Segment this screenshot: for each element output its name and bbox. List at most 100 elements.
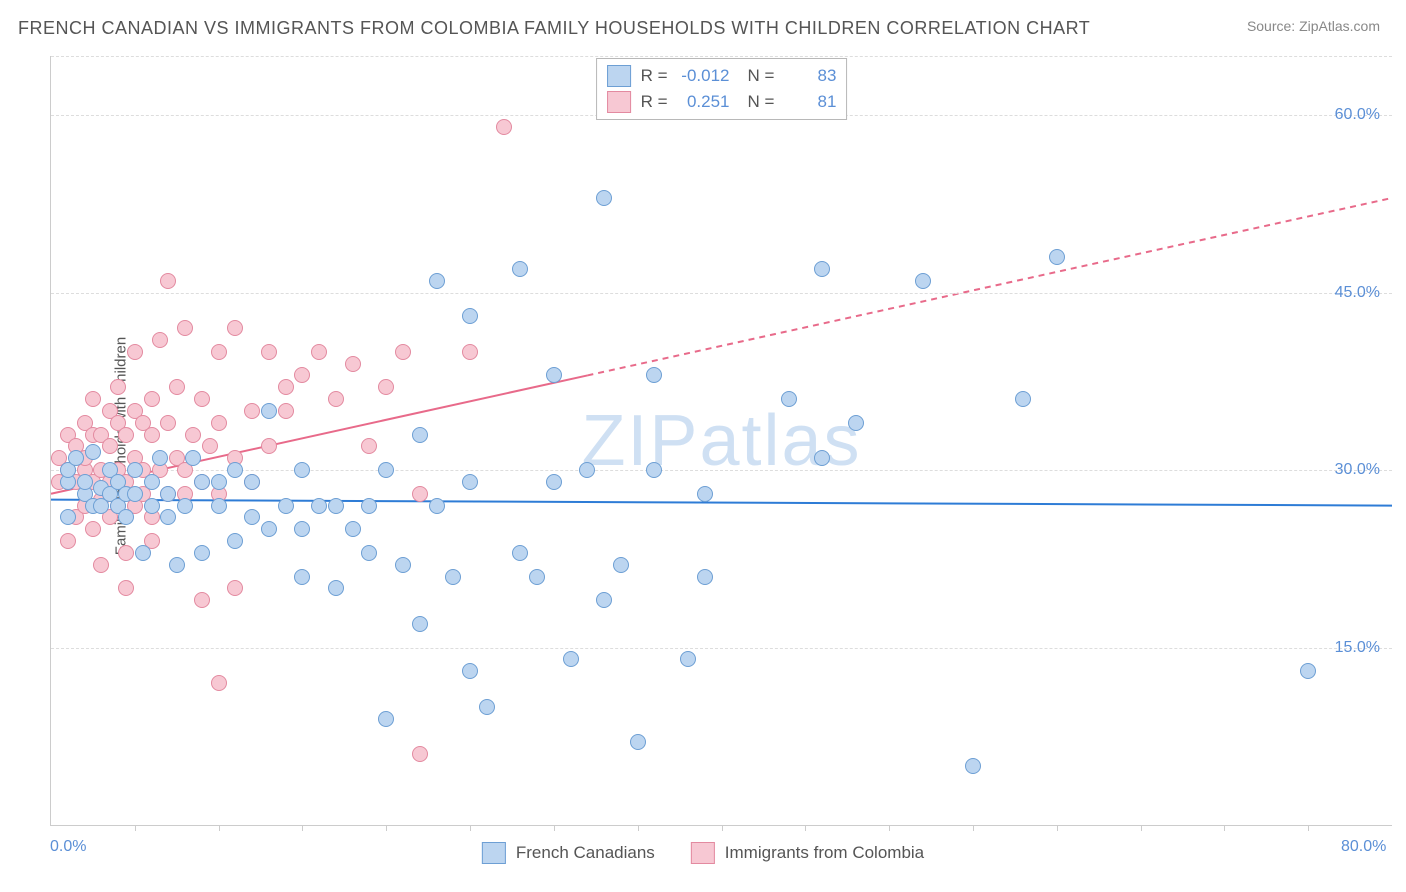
data-point (479, 699, 495, 715)
data-point (177, 498, 193, 514)
data-point (613, 557, 629, 573)
x-tick (386, 825, 387, 831)
data-point (294, 367, 310, 383)
data-point (211, 498, 227, 514)
y-tick-label: 45.0% (1335, 284, 1380, 302)
data-point (194, 545, 210, 561)
x-tick (1224, 825, 1225, 831)
data-point (328, 391, 344, 407)
data-point (412, 486, 428, 502)
data-point (429, 498, 445, 514)
data-point (412, 616, 428, 632)
legend-item: French Canadians (482, 842, 655, 864)
data-point (378, 462, 394, 478)
data-point (152, 450, 168, 466)
data-point (1015, 391, 1031, 407)
x-tick (1141, 825, 1142, 831)
data-point (118, 509, 134, 525)
data-point (169, 557, 185, 573)
y-tick-label: 60.0% (1335, 106, 1380, 124)
data-point (211, 675, 227, 691)
data-point (630, 734, 646, 750)
data-point (127, 486, 143, 502)
data-point (227, 320, 243, 336)
legend-n-value: 83 (784, 66, 836, 86)
data-point (244, 509, 260, 525)
x-axis-max-label: 80.0% (1341, 838, 1386, 856)
legend-n-label: N = (748, 66, 775, 86)
data-point (596, 592, 612, 608)
legend-swatch (482, 842, 506, 864)
data-point (211, 474, 227, 490)
legend-r-label: R = (641, 66, 668, 86)
legend-swatch (607, 65, 631, 87)
x-tick (889, 825, 890, 831)
data-point (361, 545, 377, 561)
data-point (512, 261, 528, 277)
data-point (211, 344, 227, 360)
data-point (646, 367, 662, 383)
data-point (529, 569, 545, 585)
data-point (110, 379, 126, 395)
data-point (185, 450, 201, 466)
x-tick (805, 825, 806, 831)
data-point (546, 474, 562, 490)
x-tick (135, 825, 136, 831)
x-tick (554, 825, 555, 831)
legend-swatch (691, 842, 715, 864)
data-point (60, 533, 76, 549)
data-point (697, 569, 713, 585)
data-point (328, 580, 344, 596)
data-point (294, 462, 310, 478)
data-point (1300, 663, 1316, 679)
data-point (135, 545, 151, 561)
data-point (127, 344, 143, 360)
data-point (814, 450, 830, 466)
x-tick (302, 825, 303, 831)
x-tick (722, 825, 723, 831)
data-point (378, 711, 394, 727)
data-point (93, 557, 109, 573)
data-point (144, 498, 160, 514)
data-point (1049, 249, 1065, 265)
data-point (462, 663, 478, 679)
series-legend: French Canadians Immigrants from Colombia (482, 842, 924, 864)
data-point (345, 521, 361, 537)
data-point (579, 462, 595, 478)
x-axis-min-label: 0.0% (50, 838, 86, 856)
data-point (378, 379, 394, 395)
data-point (261, 438, 277, 454)
data-point (311, 498, 327, 514)
data-point (160, 509, 176, 525)
legend-series-label: Immigrants from Colombia (725, 843, 924, 863)
data-point (814, 261, 830, 277)
data-point (102, 438, 118, 454)
data-point (244, 474, 260, 490)
data-point (160, 415, 176, 431)
legend-row: R = -0.012 N = 83 (607, 63, 837, 89)
data-point (546, 367, 562, 383)
y-tick-label: 30.0% (1335, 461, 1380, 479)
data-point (311, 344, 327, 360)
gridline-h (51, 293, 1392, 294)
data-point (68, 450, 84, 466)
gridline-h (51, 470, 1392, 471)
data-point (227, 580, 243, 596)
data-point (152, 332, 168, 348)
legend-series-label: French Canadians (516, 843, 655, 863)
data-point (85, 444, 101, 460)
data-point (781, 391, 797, 407)
source-attribution: Source: ZipAtlas.com (1247, 18, 1380, 34)
data-point (429, 273, 445, 289)
legend-r-value: -0.012 (678, 66, 730, 86)
data-point (412, 746, 428, 762)
legend-item: Immigrants from Colombia (691, 842, 924, 864)
x-tick (1057, 825, 1058, 831)
data-point (144, 474, 160, 490)
data-point (462, 474, 478, 490)
x-tick (1308, 825, 1309, 831)
data-point (395, 557, 411, 573)
data-point (345, 356, 361, 372)
legend-swatch (607, 91, 631, 113)
data-point (328, 498, 344, 514)
